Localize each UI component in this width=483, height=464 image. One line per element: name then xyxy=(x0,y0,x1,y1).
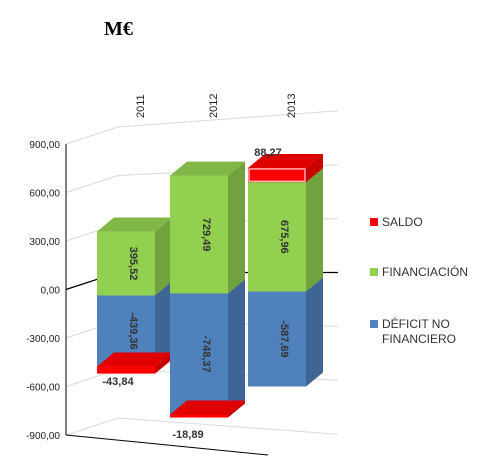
bar-financiacion-top xyxy=(97,217,172,232)
bar-financiacion xyxy=(248,182,306,292)
gridline xyxy=(65,417,339,436)
y-tick-label: -600,00 xyxy=(26,383,60,394)
bar-financiacion xyxy=(97,231,155,296)
bar-financiacion xyxy=(170,175,228,294)
bar-deficit-side xyxy=(228,279,245,415)
bar-saldo-side xyxy=(306,153,323,183)
x-category-label: 2013 xyxy=(286,94,298,118)
data-label-financiacion: 729,49 xyxy=(200,218,212,252)
y-tick-label: 900,00 xyxy=(29,140,60,151)
legend-swatch-financiacion xyxy=(370,268,378,276)
bar-saldo xyxy=(170,414,228,418)
data-label-deficit: -439,36 xyxy=(127,312,139,349)
bar-saldo-top xyxy=(97,352,172,367)
bar-deficit-side xyxy=(155,281,172,367)
data-label-saldo: -43,84 xyxy=(102,376,134,388)
y-tick-label: -900,00 xyxy=(26,431,60,442)
bar-financiacion-side xyxy=(228,161,245,294)
bar-financiacion-top xyxy=(170,161,245,176)
bar-saldo-top xyxy=(248,153,323,168)
chart-title: M€ xyxy=(104,18,133,40)
bar-saldo-top xyxy=(170,400,245,415)
legend-label-deficit: DÉFICIT NO FINANCIERO xyxy=(382,317,457,346)
data-label-financiacion: 395,52 xyxy=(127,247,139,281)
bar-saldo xyxy=(248,167,306,183)
y-tick-label: 0,00 xyxy=(41,286,61,297)
legend-swatch-saldo xyxy=(370,218,378,226)
data-label-saldo: 88,27 xyxy=(254,147,282,159)
bar-saldo-side xyxy=(228,400,245,418)
legend-label-saldo: SALDO xyxy=(382,215,423,229)
data-label-saldo: -18,89 xyxy=(172,429,203,441)
data-label-financiacion: 675,96 xyxy=(278,220,290,254)
bar-deficit xyxy=(170,293,228,415)
y-tick-label: 300,00 xyxy=(29,237,60,248)
bar-financiacion-side xyxy=(306,168,323,292)
bar-saldo-side xyxy=(155,352,172,374)
gridline xyxy=(65,110,339,145)
data-label-deficit: -587,69 xyxy=(278,320,290,357)
bar-saldo xyxy=(97,366,155,374)
x-category-label: 2011 xyxy=(135,94,147,118)
legend-label-financiacion: FINANCIACIÓN xyxy=(382,265,469,279)
bar-financiacion-side xyxy=(155,217,172,296)
legend-swatch-deficit xyxy=(370,320,378,328)
y-tick-label: -300,00 xyxy=(26,334,60,345)
bar-deficit xyxy=(248,291,306,387)
floor-line xyxy=(65,434,269,456)
data-label-deficit: -748,37 xyxy=(200,335,212,372)
bar-saldo-outline xyxy=(248,168,306,182)
x-category-label: 2012 xyxy=(208,94,220,118)
y-tick-label: 600,00 xyxy=(29,189,60,200)
bar-deficit-side xyxy=(306,277,323,387)
